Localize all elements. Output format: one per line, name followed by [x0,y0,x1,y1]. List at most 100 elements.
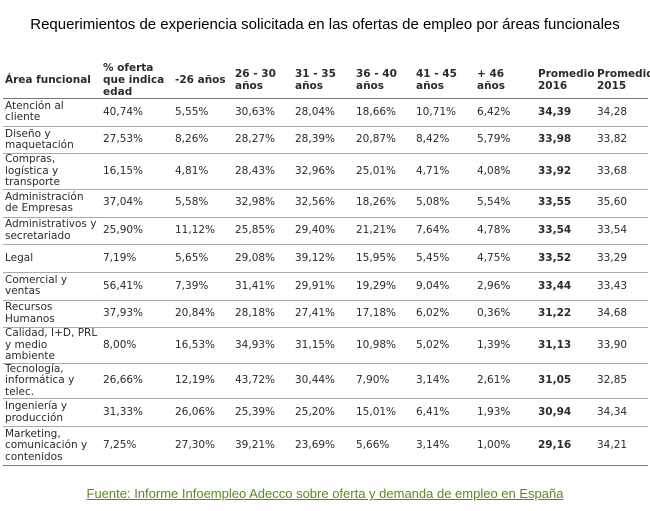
cell-36-40: 18,26% [354,189,414,218]
cell-avg-2016: 33,98 [536,126,595,155]
cell-36-40: 15,95% [354,244,414,273]
cell-avg-2016: 30,94 [536,398,595,427]
cell-under-26: 20,84% [173,300,233,329]
cell-pct-offer: 25,90% [101,217,173,246]
cell-over-46: 2,96% [475,272,536,301]
cell-area: Compras, logística y transporte [3,154,101,190]
cell-avg-2016: 29,16 [536,426,595,466]
cell-31-35: 30,44% [293,363,354,400]
cell-avg-2016: 31,05 [536,363,595,400]
cell-41-45: 5,08% [414,189,475,218]
cell-31-35: 23,69% [293,426,354,466]
cell-area: Tecnología, informática y telec. [3,363,101,400]
cell-avg-2016: 33,44 [536,272,595,301]
cell-31-35: 28,39% [293,126,354,155]
cell-41-45: 4,71% [414,153,475,190]
cell-26-30: 30,63% [233,98,293,127]
cell-36-40: 19,29% [354,272,414,301]
cell-over-46: 1,39% [475,327,536,364]
cell-under-26: 12,19% [173,363,233,400]
cell-41-45: 7,64% [414,217,475,246]
cell-36-40: 5,66% [354,426,414,466]
cell-pct-offer: 27,53% [101,126,173,155]
cell-26-30: 28,43% [233,153,293,190]
cell-avg-2016: 31,22 [536,300,595,329]
cell-36-40: 15,01% [354,398,414,427]
cell-26-30: 32,98% [233,189,293,218]
table-row: Marketing, comunicación y contenidos 7,25… [3,426,648,466]
table-row: Administración de Empresas 37,04% 5,58% 32,… [3,189,648,218]
header-36-40: 36 - 40 años [354,62,414,99]
header-area: Área funcional [3,62,101,99]
cell-under-26: 5,55% [173,98,233,127]
cell-31-35: 32,96% [293,153,354,190]
cell-area: Legal [3,244,101,273]
table-row: Atención al cliente 40,74% 5,55% 30,63% 28,0… [3,98,648,127]
cell-area: Marketing, comunicación y contenidos [3,426,101,466]
cell-over-46: 0,36% [475,300,536,329]
cell-avg-2015: 34,68 [595,300,648,329]
header-41-45: 41 - 45 años [414,62,475,99]
table-row: Tecnología, informática y telec. 26,66% 12… [3,363,648,400]
cell-avg-2015: 33,29 [595,244,648,273]
header-26-30: 26 - 30 años [233,62,293,99]
cell-pct-offer: 31,33% [101,398,173,427]
table-row: Administrativos y secretariado 25,90% 11,1… [3,217,648,246]
cell-area: Calidad, I+D, PRL y medio ambiente [3,328,101,364]
cell-under-26: 5,65% [173,244,233,273]
cell-under-26: 5,58% [173,189,233,218]
header-over-46: + 46 años [475,62,536,99]
cell-41-45: 3,14% [414,363,475,400]
cell-under-26: 11,12% [173,217,233,246]
source-link[interactable]: Fuente: Informe Infoempleo Adecco sobre … [86,486,564,501]
header-row: Área funcional % oferta que indica edad … [3,62,650,99]
cell-avg-2016: 33,92 [536,153,595,190]
cell-31-35: 39,12% [293,244,354,273]
cell-avg-2015: 34,21 [595,426,648,466]
cell-over-46: 4,78% [475,217,536,246]
table-row: Diseño y maquetación 27,53% 8,26% 28,27% 28,… [3,126,648,155]
header-31-35: 31 - 35 años [293,62,354,99]
cell-26-30: 28,18% [233,300,293,329]
cell-avg-2015: 34,28 [595,98,648,127]
cell-over-46: 6,42% [475,98,536,127]
cell-pct-offer: 8,00% [101,327,173,364]
cell-over-46: 4,75% [475,244,536,273]
cell-26-30: 25,39% [233,398,293,427]
cell-pct-offer: 7,25% [101,426,173,466]
cell-avg-2016: 33,52 [536,244,595,273]
cell-avg-2015: 33,82 [595,126,648,155]
cell-avg-2016: 31,13 [536,327,595,364]
header-avg-2015: Promedio 2015 [595,62,650,99]
cell-36-40: 21,21% [354,217,414,246]
cell-over-46: 4,08% [475,153,536,190]
cell-avg-2016: 33,55 [536,189,595,218]
cell-41-45: 5,02% [414,327,475,364]
cell-pct-offer: 26,66% [101,363,173,400]
cell-26-30: 25,85% [233,217,293,246]
cell-area: Administrativos y secretariado [3,217,101,246]
cell-avg-2015: 33,54 [595,217,648,246]
cell-avg-2015: 33,68 [595,153,648,190]
table-row: Calidad, I+D, PRL y medio ambiente 8,00% 1… [3,328,648,364]
cell-over-46: 5,79% [475,126,536,155]
cell-pct-offer: 37,93% [101,300,173,329]
cell-under-26: 7,39% [173,272,233,301]
cell-36-40: 10,98% [354,327,414,364]
cell-area: Ingeniería y producción [3,398,101,427]
header-pct-offer: % oferta que indica edad [101,62,173,99]
cell-41-45: 5,45% [414,244,475,273]
cell-pct-offer: 16,15% [101,153,173,190]
cell-31-35: 29,91% [293,272,354,301]
cell-pct-offer: 40,74% [101,98,173,127]
cell-under-26: 27,30% [173,426,233,466]
cell-avg-2015: 33,90 [595,327,648,364]
cell-41-45: 3,14% [414,426,475,466]
cell-over-46: 1,00% [475,426,536,466]
cell-pct-offer: 7,19% [101,244,173,273]
header-avg-2016: Promedio 2016 [536,62,595,99]
table-row: Recursos Humanos 37,93% 20,84% 28,18% 27,41%… [3,300,648,329]
cell-36-40: 17,18% [354,300,414,329]
cell-avg-2016: 33,54 [536,217,595,246]
cell-pct-offer: 56,41% [101,272,173,301]
